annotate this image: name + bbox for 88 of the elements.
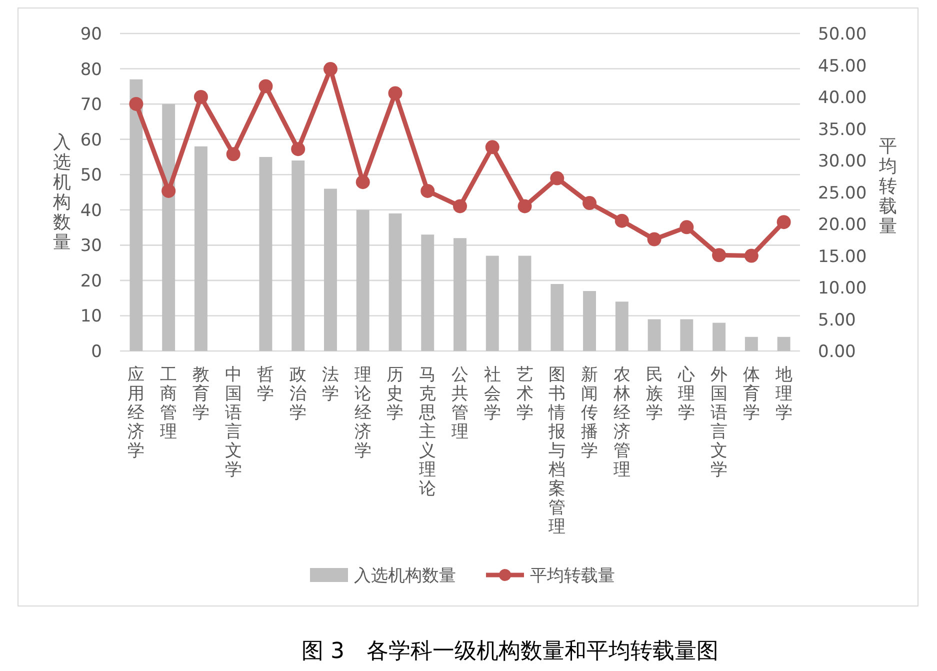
xtick: 新闻传播学 xyxy=(581,365,598,461)
y2-tick-label: 10.00 xyxy=(818,278,867,298)
y2-tick-label: 20.00 xyxy=(818,215,867,235)
point xyxy=(485,140,500,154)
bar xyxy=(292,160,305,351)
xtick: 历史学 xyxy=(386,365,404,423)
y2-tick-label: 0.00 xyxy=(818,342,856,362)
point xyxy=(323,62,338,76)
xtick: 民族学 xyxy=(646,365,663,423)
bar xyxy=(324,188,337,351)
y-tick-label: 30 xyxy=(80,236,102,256)
y-tick-label: 60 xyxy=(80,130,102,150)
bar xyxy=(130,79,143,351)
y2-tick-label: 5.00 xyxy=(818,310,856,330)
point xyxy=(776,215,791,230)
bar xyxy=(680,319,694,351)
point xyxy=(226,147,240,162)
y2-tick-label: 40.00 xyxy=(818,88,867,108)
point xyxy=(712,248,726,262)
bar xyxy=(162,104,176,351)
xtick: 理论经济学 xyxy=(354,365,372,461)
xtick: 马克思主义理论 xyxy=(419,365,436,499)
y2-axis-title: 平均转载量 xyxy=(878,136,897,237)
bar xyxy=(421,234,434,351)
xtick: 哲学 xyxy=(257,365,274,404)
y-tick-label: 0 xyxy=(91,342,102,362)
point xyxy=(647,232,662,246)
y2-tick-label: 45.00 xyxy=(818,56,867,76)
xtick: 公共管理 xyxy=(452,365,468,442)
caption: 图 3 各学科一级机构数量和平均转载量图 xyxy=(302,639,718,664)
xtick: 地理学 xyxy=(775,365,792,423)
point xyxy=(258,79,273,94)
xtick: 教育学 xyxy=(192,365,210,423)
bar xyxy=(777,336,790,351)
point xyxy=(518,199,532,214)
point xyxy=(614,214,629,228)
bar xyxy=(194,146,208,351)
xtick: 法学 xyxy=(322,365,339,404)
xtick: 外国语言文学 xyxy=(710,365,728,480)
xtick: 中国语言文学 xyxy=(224,365,242,480)
y2-tick-label: 30.00 xyxy=(818,152,867,172)
point xyxy=(356,175,370,190)
bar xyxy=(615,302,628,351)
bar xyxy=(583,291,596,351)
y2-tick-label: 15.00 xyxy=(818,246,867,267)
y2-tick-label: 35.00 xyxy=(818,120,867,140)
point xyxy=(744,248,758,263)
y-tick-label: 10 xyxy=(80,306,102,327)
bar xyxy=(518,256,532,351)
y2-tick-label: 50.00 xyxy=(818,24,867,44)
point xyxy=(388,86,402,100)
xtick: 农林经济管理 xyxy=(613,365,630,480)
xtick: 艺术学 xyxy=(516,365,534,423)
point xyxy=(194,90,208,104)
point xyxy=(550,171,564,186)
bar xyxy=(744,336,758,351)
point xyxy=(162,184,176,198)
xtick: 体育学 xyxy=(742,365,760,423)
xtick: 心理学 xyxy=(678,365,696,423)
bar xyxy=(712,322,726,351)
xtick: 社会学 xyxy=(484,365,501,423)
xtick: 工商管理 xyxy=(160,365,178,442)
y-tick-label: 50 xyxy=(80,166,102,186)
legend-label: 入选机构数量 xyxy=(354,566,456,586)
bar xyxy=(388,213,402,351)
bar xyxy=(648,319,661,351)
y-tick-label: 70 xyxy=(80,95,102,116)
xtick: 图书情报与档案管理 xyxy=(548,365,566,537)
point xyxy=(420,184,435,198)
y2-tick-label: 25.00 xyxy=(818,183,867,204)
y-tick-label: 20 xyxy=(80,271,102,292)
xtick: 应用经济学 xyxy=(128,365,145,461)
point xyxy=(582,196,597,210)
point xyxy=(291,142,306,156)
y-tick-label: 90 xyxy=(80,24,102,44)
bar xyxy=(454,238,466,351)
xtick: 政治学 xyxy=(290,365,307,423)
y-tick-label: 40 xyxy=(80,200,102,221)
bar xyxy=(550,284,564,351)
bar xyxy=(259,156,272,351)
legend-label: 平均转载量 xyxy=(530,566,615,586)
point xyxy=(453,199,467,214)
y-axis-title: 入选机构数量 xyxy=(52,132,71,253)
y-tick-label: 80 xyxy=(80,60,102,80)
bar xyxy=(356,210,370,351)
bar xyxy=(486,256,499,351)
point xyxy=(129,96,144,111)
point xyxy=(680,220,694,234)
